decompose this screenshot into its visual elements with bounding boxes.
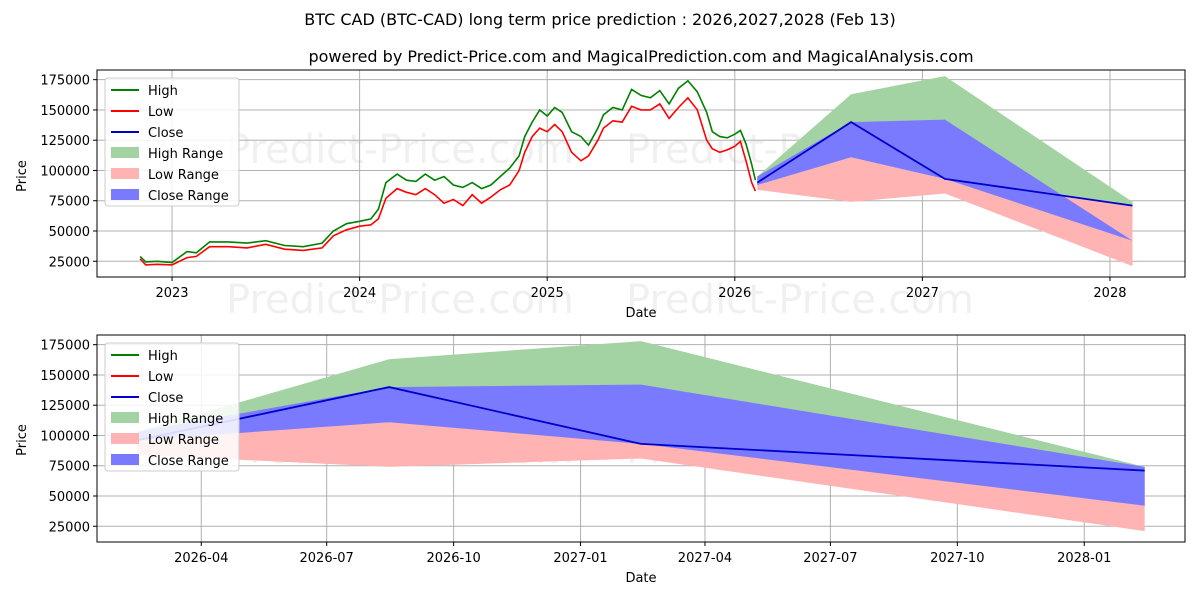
bottom-legend: High Low Close High Range Low Range Close Ran… (104, 342, 240, 472)
x-tick-label: 2024 (343, 286, 376, 301)
legend-close-range-swatch (111, 189, 139, 200)
y-tick-label: 100000 (40, 164, 90, 179)
y-tick-label: 150000 (40, 369, 90, 384)
close-range-area (137, 384, 1145, 506)
legend-label: High (148, 349, 178, 364)
x-tick-label: 2023 (155, 286, 188, 301)
low-range-area (757, 122, 1133, 267)
watermark-4: Predict-Price.com (626, 277, 974, 323)
bottom-panel: Predict-Price.com Predict-Price.com 2026… (15, 334, 1186, 586)
legend-label: Close Range (148, 189, 229, 204)
top-series-lines (139, 79, 1133, 266)
x-tick-label: 2027-01 (553, 551, 607, 566)
x-tick-label: 2026-04 (174, 551, 228, 566)
x-tick-label: 2026-07 (300, 551, 354, 566)
close-forecast-line (756, 121, 1133, 207)
legend-low-range-swatch (111, 168, 139, 179)
x-tick-label: 2026-10 (426, 551, 480, 566)
y-tick-label: 25000 (49, 255, 90, 270)
legend-label: Close (148, 391, 183, 406)
legend-label: Close (148, 126, 183, 141)
legend-label: Low Range (148, 433, 219, 448)
close-forecast-line (137, 386, 1145, 472)
top-range-areas (757, 76, 1133, 267)
legend-high-range-swatch (111, 412, 139, 423)
legend-label: High Range (148, 412, 223, 427)
watermark-1: Predict-Price.com (226, 127, 574, 173)
low-price-line (139, 96, 757, 266)
low-range-area (137, 387, 1145, 532)
top-y-ticks: 25000 50000 75000 100000 125000 150000 175000 (40, 74, 97, 270)
bottom-range-areas (137, 341, 1145, 532)
y-tick-label: 175000 (40, 74, 90, 89)
chart-title: BTC CAD (BTC-CAD) long term price predic… (304, 10, 895, 29)
legend-label: High Range (148, 147, 223, 162)
watermark-3: Predict-Price.com (226, 277, 574, 323)
y-tick-label: 150000 (40, 104, 90, 119)
y-tick-label: 125000 (40, 134, 90, 149)
legend-close-range-swatch (111, 454, 139, 465)
bottom-series-lines (137, 386, 1145, 472)
top-plot-frame (96, 69, 1186, 278)
x-tick-label: 2028-01 (1057, 551, 1111, 566)
bottom-x-ticks: 2026-04 2026-07 2026-10 2027-01 2027-04 2027-… (174, 542, 1111, 566)
x-tick-label: 2027-07 (803, 551, 857, 566)
y-tick-label: 50000 (49, 225, 90, 240)
y-tick-label: 100000 (40, 429, 90, 444)
y-tick-label: 75000 (49, 460, 90, 475)
bottom-y-ticks: 25000 50000 75000 100000 125000 150000 175000 (40, 339, 97, 535)
legend-label: High (148, 84, 178, 99)
legend-low-range-swatch (111, 433, 139, 444)
y-tick-label: 50000 (49, 490, 90, 505)
y-tick-label: 125000 (40, 399, 90, 414)
close-range-area (757, 119, 1133, 241)
x-tick-label: 2025 (531, 286, 564, 301)
legend-label: Low (148, 370, 174, 385)
top-panel: Predict-Price.com Predict-Price.com Pred… (15, 69, 1186, 323)
legend-label: Low Range (148, 168, 219, 183)
bottom-plot-frame (96, 334, 1186, 543)
chart-subtitle: powered by Predict-Price.com and Magical… (308, 47, 973, 66)
bottom-y-axis-label: Price (15, 424, 30, 456)
legend-high-range-swatch (111, 147, 139, 158)
high-price-line (139, 79, 757, 264)
legend-label: Close Range (148, 454, 229, 469)
top-x-ticks: 2023 2024 2025 2026 2027 2028 (155, 277, 1127, 301)
x-tick-label: 2028 (1093, 286, 1126, 301)
y-tick-label: 175000 (40, 339, 90, 354)
bottom-x-axis-label: Date (625, 571, 656, 586)
top-legend: High Low Close High Range Low Range Close Ran… (104, 77, 240, 207)
x-tick-label: 2027-04 (678, 551, 732, 566)
top-x-axis-label: Date (625, 306, 656, 321)
x-tick-label: 2026 (718, 286, 751, 301)
legend-label: Low (148, 105, 174, 120)
top-y-axis-label: Price (15, 160, 30, 192)
x-tick-label: 2027-10 (930, 551, 984, 566)
x-tick-label: 2027 (906, 286, 939, 301)
y-tick-label: 75000 (49, 195, 90, 210)
y-tick-label: 25000 (49, 520, 90, 535)
